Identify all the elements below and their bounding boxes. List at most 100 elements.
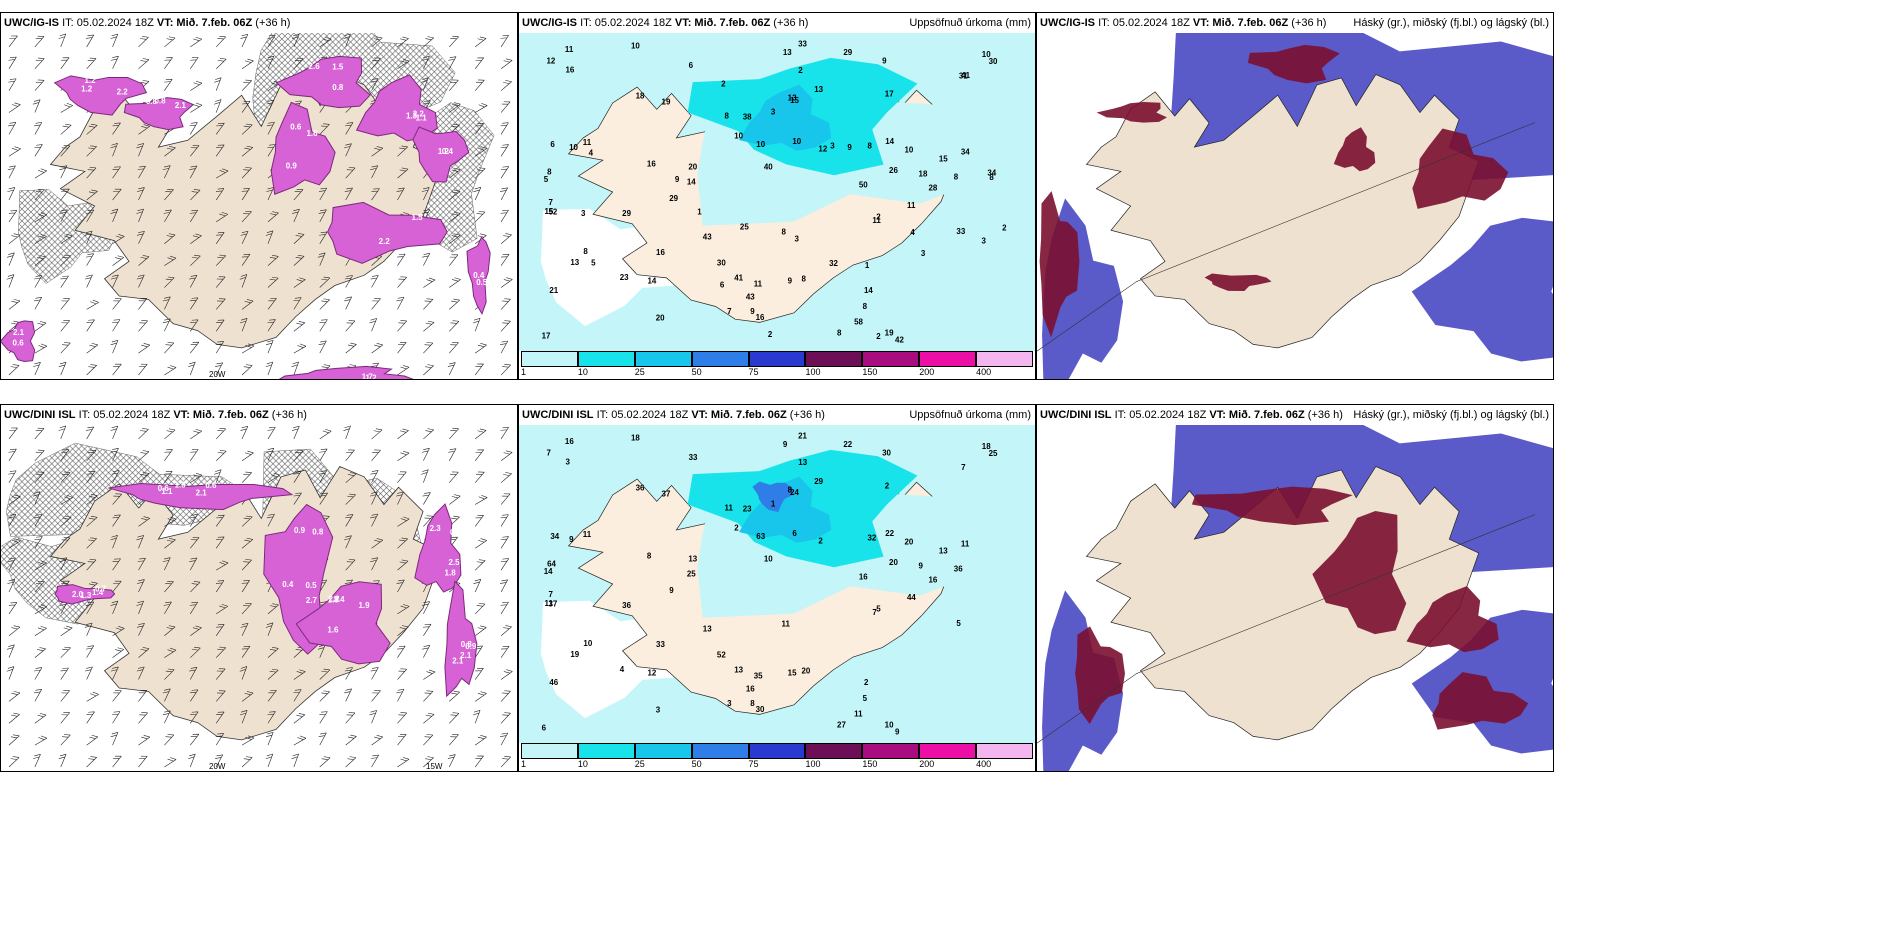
wind-barb xyxy=(8,146,21,157)
wind-barb xyxy=(34,57,45,69)
colorbar-segment xyxy=(805,743,863,759)
colorbar: 1 10 25 50 75 100 150 200 400 xyxy=(521,743,1033,769)
colorbar-label: 150 xyxy=(862,367,878,377)
wind-barb xyxy=(500,298,511,310)
map-area[interactable] xyxy=(1037,425,1553,771)
wind-barb xyxy=(423,756,434,768)
wind-barb xyxy=(343,33,351,48)
precip-total: 13 xyxy=(788,93,797,102)
precip-total: 12 xyxy=(648,668,657,677)
precip-total: 18 xyxy=(982,442,991,451)
wind-barb xyxy=(397,604,410,615)
wind-barb xyxy=(189,601,198,615)
precip-total: 11 xyxy=(583,138,592,147)
precip-total: 7 xyxy=(548,198,553,207)
wind-barb xyxy=(267,144,276,157)
map-area[interactable]: 11 8 9 2 2 10 11 8 14 5 7 19 8 11 6 18 8 15 10 30 29 16 18 19 9 8… xyxy=(519,33,1035,351)
wind-barb xyxy=(500,144,509,157)
wind-barb xyxy=(474,515,484,527)
high-cloud xyxy=(1406,586,1499,653)
wind-barb xyxy=(500,645,510,658)
precip-total: 11 xyxy=(961,539,970,548)
precip-total: 16 xyxy=(929,576,938,585)
wind-barb xyxy=(474,625,487,637)
panel-dini-accum-precip: UWC/DINI ISL IT: 05.02.2024 18Z VT: Mið.… xyxy=(518,404,1036,772)
wind-barb xyxy=(343,425,351,440)
wind-barb xyxy=(112,690,122,702)
wind-barb xyxy=(138,735,151,746)
wind-barb xyxy=(60,145,71,157)
wind-barb xyxy=(319,448,328,461)
wind-barb xyxy=(34,233,47,245)
precip-total: 3 xyxy=(921,249,926,258)
wind-barb xyxy=(421,77,429,91)
wind-barb xyxy=(449,471,459,483)
wind-barb xyxy=(241,188,250,201)
wind-barb xyxy=(190,625,202,637)
wind-barb xyxy=(293,188,304,201)
wind-barb xyxy=(500,233,512,245)
precip-total: 6 xyxy=(792,529,797,538)
wind-barb xyxy=(190,189,201,201)
precip-total: 4 xyxy=(910,228,915,237)
wind-barb xyxy=(164,428,176,440)
wind-barb xyxy=(138,712,148,724)
wind-barb xyxy=(345,472,357,483)
wind-barb xyxy=(474,123,484,135)
wind-barb xyxy=(86,756,97,768)
wind-barb xyxy=(190,581,201,593)
colorbar-label: 200 xyxy=(919,759,935,769)
precip-total: 2 xyxy=(876,332,881,341)
wind-barb xyxy=(370,470,379,483)
colorbar-label: 25 xyxy=(634,759,645,769)
precip-total: 9 xyxy=(669,586,674,595)
panel-igis-wind-precip: UWC/IG-IS IT: 05.02.2024 18Z VT: Mið. 7.… xyxy=(0,12,518,380)
colorbar-label: 25 xyxy=(634,367,645,377)
wind-barb xyxy=(396,187,405,201)
wind-barb xyxy=(84,230,93,244)
colorbar-label: 1 xyxy=(521,759,527,769)
precip-total: 9 xyxy=(882,57,887,66)
wind-barb xyxy=(189,209,198,223)
wind-barb xyxy=(397,450,410,462)
map-area[interactable]: 1.2 0.8 2.6 1.1 0.9 2.2 1.2 0.4 0.6 1.2 2.2 2.1 1.5 1… xyxy=(1,33,517,379)
precip-value: 0.5 xyxy=(450,528,462,537)
precip-total: 2 xyxy=(721,79,726,88)
wind-barb xyxy=(34,581,45,593)
wind-barb xyxy=(190,472,203,483)
wind-barb xyxy=(500,625,512,637)
wind-barb xyxy=(111,470,120,483)
precip-total: 9 xyxy=(675,175,680,184)
precip-value: 0.8 xyxy=(146,97,158,106)
precip-value: 1.7 xyxy=(362,372,374,379)
precip-total: 29 xyxy=(814,477,823,486)
map-area[interactable] xyxy=(1037,33,1553,379)
map-area[interactable]: 11 36 8 5 13 18 16 10 12 14 7 37 32 35 34 36 11 24 63 52 36 3… xyxy=(519,425,1035,743)
wind-barb xyxy=(397,36,409,48)
wind-barb xyxy=(138,124,150,135)
precip-total: 30 xyxy=(882,449,891,458)
colorbar-label: 10 xyxy=(577,759,588,769)
precip-total: 3 xyxy=(771,108,776,117)
map-area[interactable]: 1.1 0.9 2.2 2.5 2.1 1.3 2.1 0.4 1.6 1.8 0.9 0.7 0.6 0… xyxy=(1,425,517,771)
wind-barb xyxy=(138,255,150,266)
colorbar-label: 75 xyxy=(748,759,759,769)
wind-barb xyxy=(319,231,328,244)
colorbar-segment xyxy=(919,351,977,367)
wind-barb xyxy=(371,342,384,354)
precip-total: 3 xyxy=(795,234,800,243)
precip-value: 0.8 xyxy=(461,640,473,649)
wind-barb xyxy=(371,298,381,310)
wind-barb xyxy=(138,298,148,310)
wind-barb xyxy=(266,447,275,461)
wind-barb xyxy=(266,55,275,69)
wind-barb xyxy=(240,622,249,636)
wind-barb xyxy=(60,254,71,266)
colorbar-segment xyxy=(919,743,977,759)
wind-barb xyxy=(164,57,173,69)
precip-total: 23 xyxy=(743,504,752,513)
precip-blob xyxy=(275,55,371,109)
wind-barb xyxy=(215,536,225,549)
wind-barb xyxy=(190,145,200,157)
wind-barb xyxy=(110,55,119,69)
